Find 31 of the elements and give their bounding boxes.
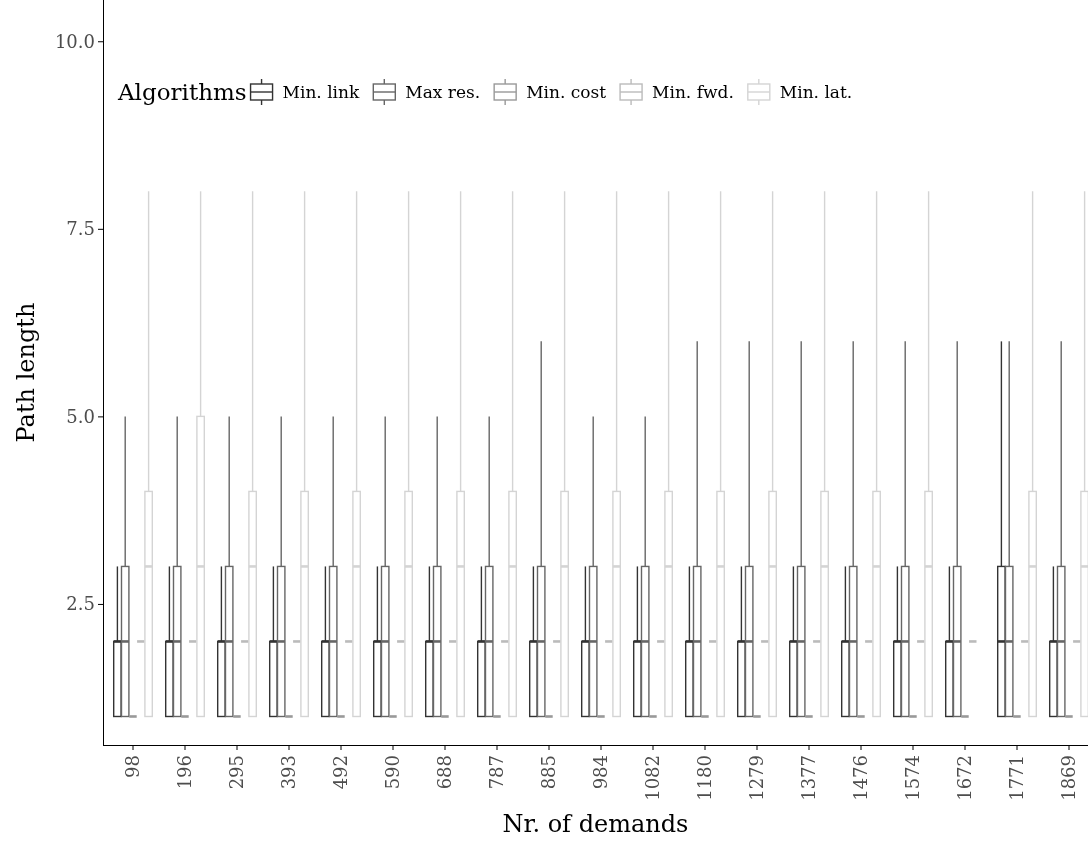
x-tick-label: 393 <box>278 755 300 790</box>
legend-label: Min. fwd. <box>652 82 734 102</box>
x-tick-label: 1279 <box>746 755 768 801</box>
x-tick-label: 98 <box>122 755 144 778</box>
legend-label: Min. cost <box>526 82 607 102</box>
legend-title: Algorithms <box>117 79 247 105</box>
legend-label: Min. lat. <box>779 82 853 102</box>
x-tick-label: 984 <box>590 755 612 790</box>
y-tick-label: 2.5 <box>66 593 95 615</box>
legend-label: Max res. <box>405 82 481 102</box>
x-tick-label: 196 <box>174 755 196 790</box>
x-axis-title: Nr. of demands <box>502 810 689 838</box>
x-tick-label: 295 <box>226 755 248 790</box>
x-tick-label: 1771 <box>1006 755 1028 801</box>
x-tick-label: 590 <box>382 755 404 790</box>
x-tick-label: 688 <box>434 755 456 790</box>
x-tick-label: 1672 <box>954 755 976 801</box>
x-tick-label: 1574 <box>902 755 924 801</box>
x-tick-label: 1377 <box>798 755 820 801</box>
y-tick-label: 7.5 <box>66 218 95 240</box>
x-tick-label: 787 <box>486 755 508 790</box>
x-tick-label: 1869 <box>1058 755 1080 801</box>
x-tick-label: 885 <box>538 755 560 790</box>
x-tick-label: 492 <box>330 755 352 790</box>
legend-label: Min. link <box>282 82 360 102</box>
x-tick-label: 1180 <box>694 755 716 801</box>
y-tick-label: 5.0 <box>66 405 95 427</box>
y-axis-title: Path length <box>12 302 40 443</box>
x-tick-label: 1082 <box>642 755 664 801</box>
x-tick-label: 1476 <box>850 755 872 801</box>
y-tick-label: 10.0 <box>54 30 95 52</box>
